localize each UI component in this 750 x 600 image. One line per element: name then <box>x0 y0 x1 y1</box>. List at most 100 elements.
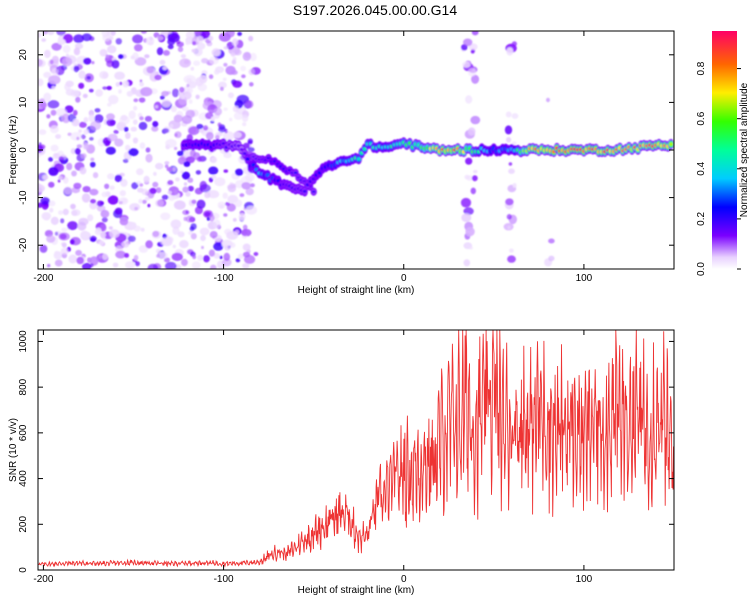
noise-speckle <box>242 51 252 61</box>
noise-speckle <box>118 89 122 94</box>
noise-speckle <box>102 86 108 90</box>
colorbar-tick-label: 0.8 <box>696 61 707 75</box>
noise-speckle <box>507 225 511 230</box>
snr-y-tick-label: 800 <box>18 378 29 395</box>
noise-speckle <box>175 177 180 182</box>
noise-speckle <box>160 95 165 100</box>
noise-speckle <box>156 35 164 41</box>
noise-speckle <box>182 186 189 193</box>
noise-speckle <box>138 198 143 204</box>
noise-speckle <box>88 88 94 93</box>
snr-x-tick-label: 100 <box>576 574 593 585</box>
noise-speckle <box>90 120 101 131</box>
noise-speckle <box>249 52 257 62</box>
noise-speckle <box>201 245 204 250</box>
snr-y-tick-label: 1000 <box>18 330 29 353</box>
noise-speckle <box>53 152 58 157</box>
noise-speckle <box>89 188 99 196</box>
noise-speckle <box>177 156 186 165</box>
noise-speckle <box>223 152 232 159</box>
noise-speckle <box>167 190 173 195</box>
noise-speckle <box>196 35 204 44</box>
noise-speckle <box>95 89 103 97</box>
noise-speckle <box>188 230 193 235</box>
noise-speckle <box>107 102 112 107</box>
noise-speckle <box>465 157 473 165</box>
snr-y-label: SNR (10 * v/v) <box>8 418 19 482</box>
noise-speckle <box>51 68 59 76</box>
noise-speckle <box>203 125 209 131</box>
noise-speckle <box>161 90 169 97</box>
noise-speckle <box>232 38 239 46</box>
noise-speckle <box>82 262 92 269</box>
noise-speckle <box>223 107 228 111</box>
noise-speckle <box>43 92 52 102</box>
noise-speckle <box>46 114 51 119</box>
noise-speckle <box>245 187 254 196</box>
spectrogram-x-tick-label: -200 <box>33 273 53 284</box>
noise-speckle <box>181 258 188 267</box>
noise-speckle <box>143 175 150 183</box>
noise-speckle <box>219 255 223 260</box>
noise-speckle <box>186 83 190 88</box>
noise-speckle <box>109 119 116 126</box>
noise-speckle <box>118 54 124 59</box>
noise-speckle <box>38 202 43 208</box>
noise-speckle <box>86 75 91 80</box>
noise-speckle <box>139 116 144 121</box>
noise-speckle <box>187 87 194 94</box>
noise-speckle <box>77 221 87 231</box>
noise-speckle <box>177 231 185 238</box>
noise-speckle <box>99 71 109 79</box>
noise-speckle <box>217 122 222 128</box>
snr-y-tick-label: 200 <box>18 516 29 533</box>
noise-speckle <box>144 54 150 59</box>
noise-speckle <box>65 80 74 88</box>
noise-speckle <box>62 208 69 216</box>
noise-speckle <box>507 255 516 263</box>
noise-speckle <box>179 240 189 249</box>
noise-speckle <box>70 148 77 155</box>
noise-speckle <box>189 149 196 157</box>
noise-speckle <box>213 242 224 251</box>
noise-speckle <box>193 47 203 57</box>
noise-speckle <box>114 207 123 215</box>
noise-speckle <box>144 115 152 122</box>
noise-speckle <box>57 38 66 45</box>
noise-speckle <box>50 125 59 134</box>
snr-y-tick-label: 400 <box>18 470 29 487</box>
noise-speckle <box>38 58 43 67</box>
noise-speckle <box>467 67 477 77</box>
noise-speckle <box>165 261 177 269</box>
snr-x-label: Height of straight line (km) <box>298 585 415 596</box>
noise-speckle <box>253 252 259 256</box>
colorbar-tick-label: 0.6 <box>696 111 707 125</box>
snr-series-line <box>38 330 674 568</box>
noise-speckle <box>140 87 153 97</box>
noise-speckle <box>161 99 172 108</box>
snr-frame <box>37 329 675 571</box>
main-ridge-core <box>302 189 307 193</box>
noise-speckle <box>163 50 170 56</box>
noise-speckle <box>464 174 470 180</box>
noise-speckle <box>38 129 47 135</box>
noise-speckle <box>195 170 202 175</box>
noise-speckle <box>139 142 146 150</box>
noise-speckle <box>92 172 99 179</box>
noise-speckle <box>119 218 129 226</box>
noise-speckle <box>141 188 149 196</box>
noise-speckle <box>180 94 185 100</box>
noise-speckle <box>172 167 176 172</box>
noise-speckle <box>177 46 184 53</box>
noise-speckle <box>223 62 228 67</box>
noise-speckle <box>159 59 166 65</box>
noise-speckle <box>48 157 54 162</box>
noise-speckle <box>69 239 75 245</box>
noise-speckle <box>89 201 98 210</box>
noise-speckle <box>49 59 54 65</box>
noise-speckle <box>50 216 59 225</box>
noise-speckle <box>208 166 219 175</box>
noise-speckle <box>123 126 129 132</box>
noise-speckle <box>204 191 211 199</box>
spectrogram-image <box>38 31 674 269</box>
